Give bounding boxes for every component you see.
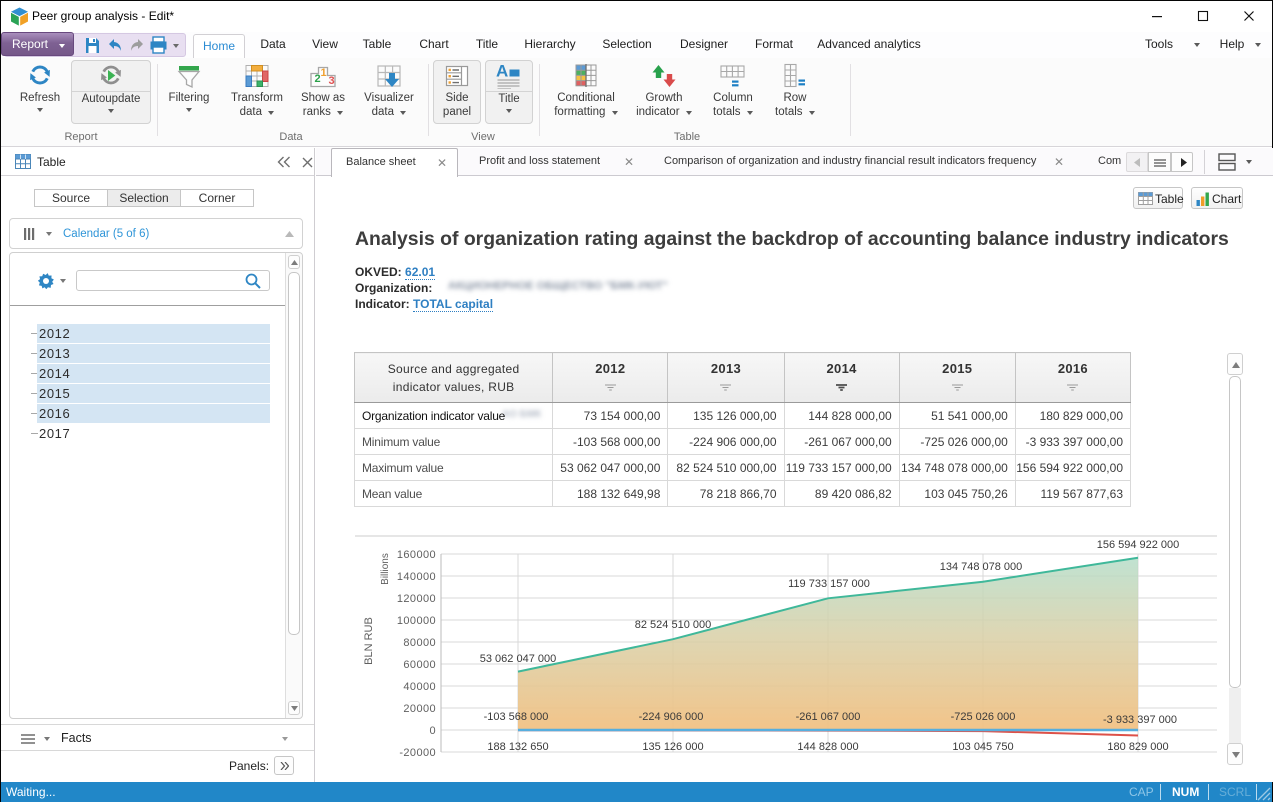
svg-text:1: 1 — [321, 67, 327, 79]
svg-text:-224 906 000: -224 906 000 — [639, 711, 704, 723]
svg-text:144 828 000: 144 828 000 — [797, 741, 858, 753]
svg-text:2: 2 — [315, 73, 321, 85]
svg-text:135 126 000: 135 126 000 — [642, 741, 703, 753]
svg-text:53 062 047 000: 53 062 047 000 — [480, 653, 556, 665]
svg-text:20000: 20000 — [403, 703, 436, 715]
svg-text:60000: 60000 — [403, 659, 436, 671]
svg-text:40000: 40000 — [403, 681, 436, 693]
svg-text:-261 067 000: -261 067 000 — [796, 711, 861, 723]
svg-text:120000: 120000 — [397, 593, 436, 605]
svg-text:-103 568 000: -103 568 000 — [484, 711, 549, 723]
svg-text:103 045 750: 103 045 750 — [952, 741, 1013, 753]
svg-text:160000: 160000 — [397, 549, 436, 561]
svg-text:BLN RUB: BLN RUB — [363, 617, 375, 665]
svg-text:188 132 650: 188 132 650 — [487, 741, 548, 753]
svg-text:140000: 140000 — [397, 571, 436, 583]
svg-text:Billions: Billions — [380, 553, 391, 585]
svg-text:134 748 078 000: 134 748 078 000 — [940, 561, 1023, 573]
svg-text:3: 3 — [329, 75, 335, 87]
svg-text:80000: 80000 — [403, 637, 436, 649]
svg-text:82 524 510 000: 82 524 510 000 — [635, 619, 711, 631]
svg-text:-3 933 397 000: -3 933 397 000 — [1103, 714, 1177, 726]
svg-text:119 733 157 000: 119 733 157 000 — [788, 578, 870, 590]
svg-text:100000: 100000 — [397, 615, 436, 627]
svg-text:180 829 000: 180 829 000 — [1107, 741, 1168, 753]
svg-text:156 594 922 000: 156 594 922 000 — [1097, 539, 1180, 551]
svg-text:-725 026 000: -725 026 000 — [951, 711, 1016, 723]
svg-text:A: A — [496, 63, 508, 81]
svg-text:-20000: -20000 — [399, 747, 436, 759]
svg-text:0: 0 — [429, 725, 436, 737]
